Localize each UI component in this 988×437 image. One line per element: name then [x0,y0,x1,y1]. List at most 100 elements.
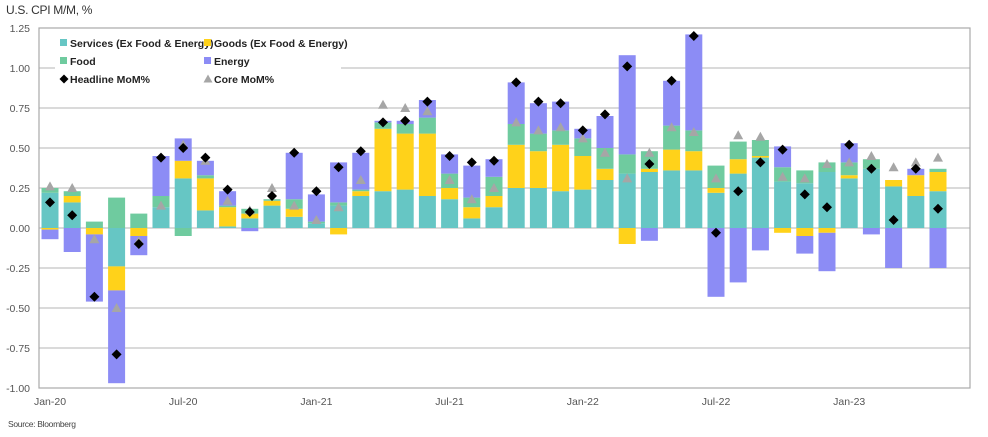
bar-segment-services [441,199,459,228]
bar-segment-services [729,173,747,228]
bar-segment-energy [285,152,303,200]
headline-marker [222,184,233,195]
bar-segment-goods [285,208,303,217]
bar-segment-energy [41,229,59,240]
bar-segment-services [219,226,237,228]
bar-segment-services [374,191,392,228]
bar-segment-energy [596,116,614,148]
bar-segment-energy [707,228,725,297]
core-marker [888,162,899,172]
y-tick-label: 0.75 [10,103,31,115]
core-marker [933,152,943,162]
bar-segment-services [596,180,614,228]
bar-segment-food [130,213,148,228]
core-marker [733,130,744,140]
bar-segment-goods [885,180,903,187]
headline-marker [555,98,566,109]
core-marker [622,173,633,183]
y-tick-label: 1.00 [10,63,31,75]
bar-segment-energy [751,228,769,251]
bar-segment-services [618,173,636,228]
y-tick-label: 0.00 [10,223,31,235]
bar-segment-energy [152,156,170,196]
headline-marker [777,144,788,155]
headline-marker [822,202,832,213]
bar-segment-goods [330,228,348,235]
bar-segment-services [507,188,525,228]
bar-segment-food [596,148,614,169]
core-marker [533,125,544,135]
bar-segment-services [774,181,792,228]
plot-border [38,27,971,389]
services-legend-swatch [60,39,67,46]
core-marker [600,147,610,157]
bar-segment-goods [418,133,436,196]
core-marker [444,175,455,184]
x-tick-label: Jul-21 [435,396,464,408]
x-tick-label: Jan-23 [833,396,865,408]
bar-segment-goods [640,168,658,172]
bar-segment-energy [818,232,836,272]
bar-segment-services [418,196,436,228]
bar-segment-goods [41,228,59,230]
bar-segment-goods [441,188,459,200]
bar-segment-food [108,197,126,228]
y-tick-label: -0.25 [6,263,30,275]
core-marker [378,99,388,109]
bar-segment-services [707,192,725,228]
core-marker [666,122,677,132]
bar-segment-goods [507,144,525,188]
headline-marker [711,227,721,238]
x-tick-label: Jan-20 [34,396,66,408]
bar-segment-energy [618,55,636,155]
headline-marker [844,139,855,150]
headline-marker [156,152,166,163]
bar-segment-services [41,192,59,228]
bar-segment-services [196,210,214,228]
bars [41,34,947,384]
bar-segment-goods [574,156,592,190]
bar-segment-food [929,168,947,172]
bar-segment-energy [463,165,481,198]
y-tick-label: 0.50 [10,143,31,155]
bar-segment-food [396,124,414,134]
bar-segment-energy [685,34,703,131]
headline-marker [133,239,144,249]
bar-segment-food [574,138,592,156]
core-marker [711,173,721,183]
core-marker [489,183,499,192]
headline-marker [422,96,433,107]
headline-marker [267,191,277,201]
core-marker [822,159,832,168]
bar-segment-services [263,205,281,228]
core-marker [311,215,322,224]
bar-segment-energy [441,154,459,174]
bar-segment-goods [485,196,503,208]
core-marker [267,183,277,192]
bar-segment-services [685,170,703,228]
core-marker [355,175,366,184]
bar-segment-goods [618,228,636,244]
bar-segment-goods [751,156,769,158]
bar-segment-goods [108,266,126,291]
bar-segment-services [751,157,769,228]
legend-label-energy: Energy [214,56,250,68]
core-marker [844,157,855,167]
bar-segment-goods [663,149,681,171]
core-marker [111,303,122,312]
core-marker [89,234,100,244]
bar-segment-food [729,141,747,160]
bar-segment-food [196,175,214,179]
headline-marker [799,189,810,200]
bar-segment-goods [130,228,148,236]
bar-segment-energy [529,103,547,134]
bar-segment-goods [352,191,370,196]
bar-segment-goods [818,228,836,233]
bar-segment-services [174,178,192,228]
bar-segment-services [285,216,303,228]
plot-frame [38,27,971,389]
food-legend-swatch [60,57,67,64]
headline-marker [688,31,699,41]
bar-segment-services [352,196,370,228]
bar-segment-goods [529,151,547,188]
